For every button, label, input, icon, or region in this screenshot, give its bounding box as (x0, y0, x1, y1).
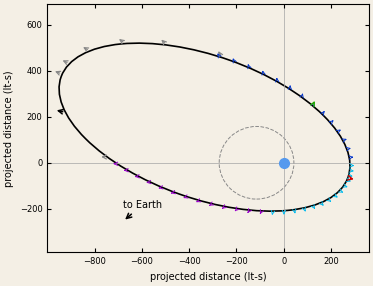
X-axis label: projected distance (lt-s): projected distance (lt-s) (150, 272, 266, 282)
Y-axis label: projected distance (lt-s): projected distance (lt-s) (4, 70, 14, 186)
Text: to Earth: to Earth (123, 200, 162, 219)
